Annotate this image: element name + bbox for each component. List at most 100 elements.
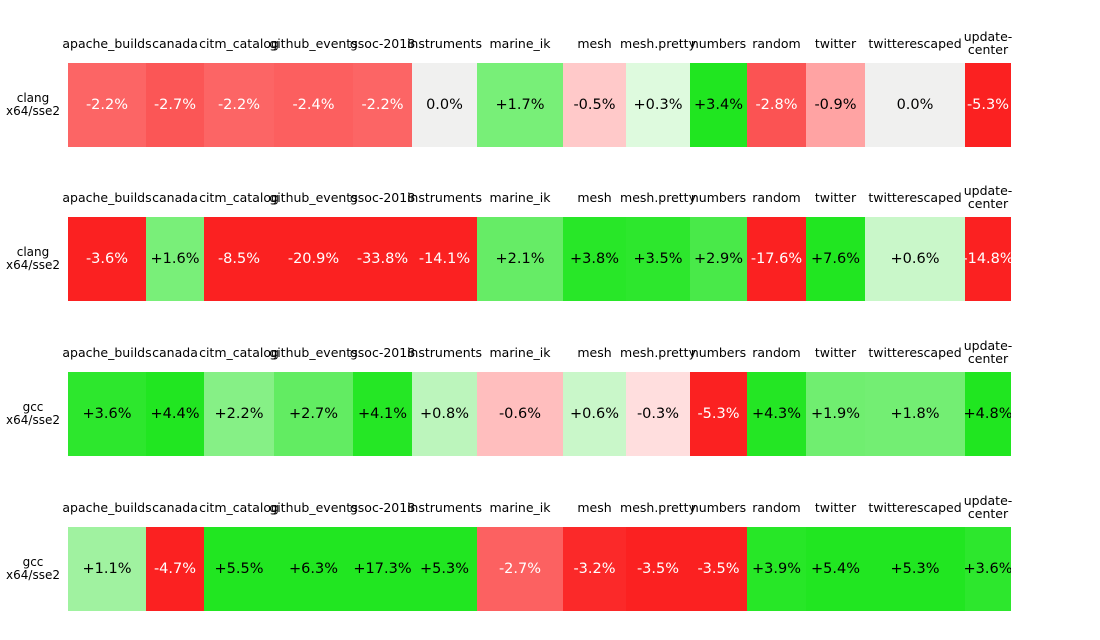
cell-value: +5.5% — [214, 561, 264, 577]
row-label-line: x64/sse2 — [6, 413, 60, 427]
cell-value: -2.8% — [755, 97, 798, 113]
row-label-line: x64/sse2 — [6, 258, 60, 272]
column-header-line: marine_ik — [489, 499, 551, 515]
cell-value: -14.8% — [965, 251, 1011, 267]
column-header-line: github_events — [269, 189, 358, 205]
column-header-line: canada — [152, 35, 198, 51]
row-label: clang x64/sse2 — [0, 217, 66, 301]
heatmap-cell: -2.7% — [146, 63, 204, 147]
column-header-line: apache_builds — [62, 35, 152, 51]
column-header-line: mesh.pretty — [620, 35, 696, 51]
column-header: marine_ik — [489, 487, 550, 527]
benchmark-block: apache_builds canada citm_catalog github_ev… — [0, 332, 1100, 456]
heatmap-cell: +7.6% — [806, 217, 865, 301]
heatmap-cell: +1.1% — [68, 527, 146, 611]
column-header: instruments — [407, 487, 482, 527]
column-header-line: apache_builds — [62, 499, 152, 515]
cell-value: +1.8% — [890, 406, 940, 422]
column-header: instruments — [407, 177, 482, 217]
column-header-line: mesh.pretty — [620, 189, 696, 205]
heatmap-cell: +5.3% — [865, 527, 965, 611]
cell-value: +2.7% — [289, 406, 338, 422]
column-header: update-center — [964, 332, 1013, 372]
column-header: update-center — [964, 487, 1013, 527]
cell-value: +0.8% — [420, 406, 469, 422]
column-header-line: random — [752, 344, 801, 360]
column-header: update-center — [964, 177, 1013, 217]
heatmap-cell: -8.5% — [204, 217, 274, 301]
column-header: marine_ik — [489, 23, 550, 63]
heatmap-row: -2.2% -2.7% -2.2% -2.4% -2.2% 0.0% +1.7% -0.5% +… — [68, 63, 1011, 147]
column-header-line: twitter — [814, 189, 857, 205]
column-header-line: center — [967, 351, 1009, 366]
column-header: github_events — [269, 332, 357, 372]
column-header-line: numbers — [690, 189, 747, 205]
column-header-line: numbers — [690, 499, 747, 515]
heatmap-cell: +1.7% — [477, 63, 563, 147]
column-header-line: twitterescaped — [868, 189, 962, 205]
column-header: random — [752, 487, 800, 527]
column-header-line: marine_ik — [489, 189, 551, 205]
column-header: mesh.pretty — [620, 23, 696, 63]
cell-value: +1.9% — [811, 406, 860, 422]
column-header: apache_builds — [62, 487, 151, 527]
column-header-line: center — [967, 42, 1009, 57]
cell-value: +1.7% — [495, 97, 545, 113]
heatmap-cell: +2.1% — [477, 217, 563, 301]
column-header: github_events — [269, 487, 357, 527]
heatmap-cell: -2.2% — [204, 63, 274, 147]
column-header-line: update- — [963, 183, 1013, 198]
cell-value: -5.3% — [697, 406, 740, 422]
heatmap-cell: -17.6% — [747, 217, 806, 301]
benchmark-block: apache_builds canada citm_catalog github_ev… — [0, 177, 1100, 301]
heatmap-cell: +3.5% — [626, 217, 690, 301]
cell-value: +17.3% — [353, 561, 412, 577]
heatmap-cell: +6.3% — [274, 527, 353, 611]
column-header-line: random — [752, 499, 801, 515]
column-header-line: canada — [152, 344, 198, 360]
column-header-line: instruments — [406, 35, 483, 51]
cell-value: -4.7% — [153, 561, 197, 577]
heatmap-cell: 0.0% — [412, 63, 477, 147]
column-header: citm_catalog — [199, 487, 279, 527]
cell-value: -5.3% — [966, 97, 1010, 113]
column-header-line: marine_ik — [489, 35, 551, 51]
column-header-line: apache_builds — [62, 189, 152, 205]
cell-value: -3.6% — [85, 251, 129, 267]
column-header: mesh — [577, 23, 611, 63]
cell-value: +7.6% — [811, 251, 860, 267]
column-header: mesh.pretty — [620, 177, 696, 217]
heatmap-cell: -3.5% — [626, 527, 690, 611]
cell-value: -0.5% — [573, 97, 616, 113]
column-header-line: gsoc-2018 — [349, 189, 416, 205]
heatmap-cell: +4.4% — [146, 372, 204, 456]
column-header: mesh.pretty — [620, 487, 696, 527]
column-header: gsoc-2018 — [350, 487, 415, 527]
cell-value: +5.3% — [890, 561, 940, 577]
heatmap-cell: +4.8% — [965, 372, 1011, 456]
cell-value: 0.0% — [896, 97, 934, 113]
cell-value: +2.9% — [694, 251, 743, 267]
column-header: canada — [152, 177, 198, 217]
row-label-line: gcc — [22, 555, 44, 569]
row-label-line: clang — [16, 245, 50, 259]
column-header-line: update- — [963, 338, 1013, 353]
cell-value: -2.4% — [292, 97, 335, 113]
column-header-line: canada — [152, 189, 198, 205]
cell-value: -3.5% — [636, 561, 680, 577]
heatmap-cell: -20.9% — [274, 217, 353, 301]
column-header: twitter — [815, 487, 856, 527]
cell-value: +5.4% — [811, 561, 860, 577]
column-header-line: mesh — [577, 189, 612, 205]
cell-value: 0.0% — [426, 97, 463, 113]
heatmap-cell: -0.6% — [477, 372, 563, 456]
heatmap-cell: +2.2% — [204, 372, 274, 456]
heatmap-cell: -0.3% — [626, 372, 690, 456]
cell-value: -14.1% — [418, 251, 471, 267]
row-label-line: gcc — [22, 400, 44, 414]
column-header: apache_builds — [62, 177, 151, 217]
cell-value: +0.6% — [890, 251, 940, 267]
column-header: twitterescaped — [868, 177, 961, 217]
cell-value: +0.3% — [633, 97, 683, 113]
heatmap-cell: +4.3% — [747, 372, 806, 456]
